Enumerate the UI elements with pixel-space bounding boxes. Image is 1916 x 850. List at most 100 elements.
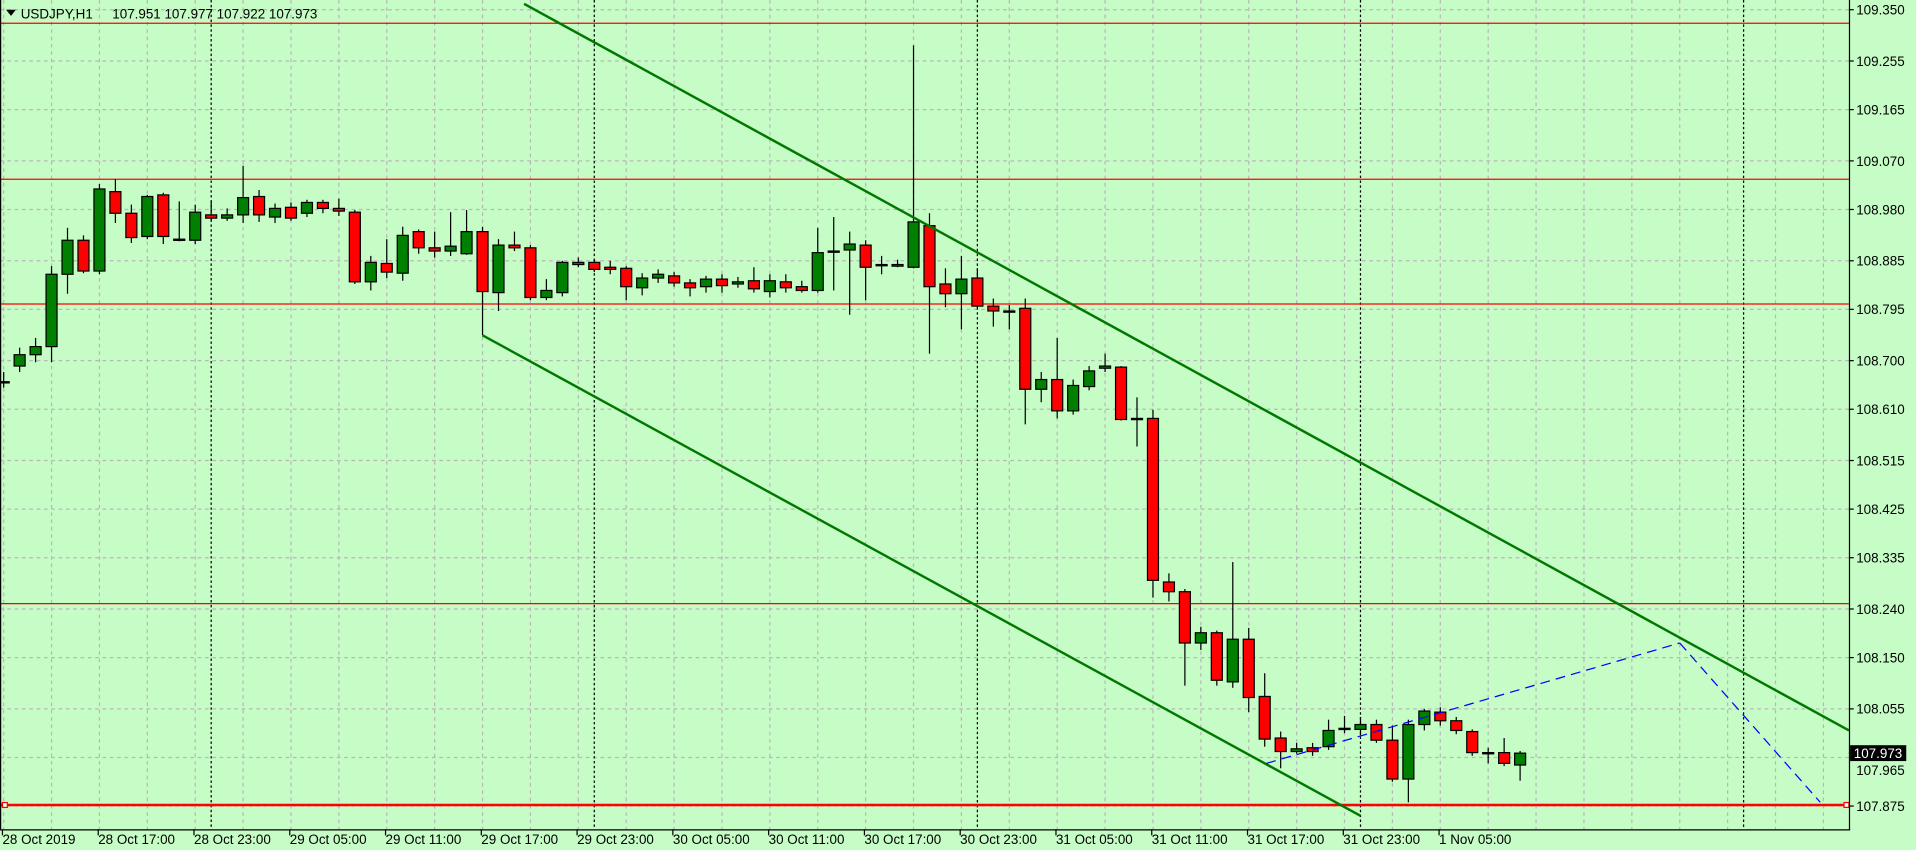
bull-candle-body: [763, 280, 776, 293]
bear-candle-body: [428, 247, 441, 252]
bear-candle-body: [1370, 723, 1383, 741]
candle: [843, 231, 856, 315]
bear-candle-body: [380, 262, 393, 273]
bear-candle-body: [1274, 737, 1287, 753]
candle: [364, 255, 377, 291]
candle: [1466, 729, 1479, 756]
bear-candle-body: [604, 266, 617, 271]
candle: [508, 231, 521, 252]
candle: [45, 266, 58, 363]
candle: [93, 184, 106, 275]
candle: [1402, 719, 1415, 803]
candle: [588, 259, 601, 273]
candle: [1258, 673, 1271, 747]
price-tick-label: 108.700: [1856, 354, 1904, 369]
bear-candle-body: [1242, 638, 1255, 699]
candle: [1051, 337, 1064, 419]
bull-candle-body: [1338, 727, 1351, 731]
candle: [620, 266, 633, 301]
bear-candle-body: [667, 275, 681, 284]
bull-candle-body: [1067, 384, 1080, 412]
price-axis[interactable]: 109.350 109.255 109.165 109.070 108.980 108.8…: [1848, 3, 1905, 814]
bear-candle-body: [795, 286, 808, 292]
candle: [827, 217, 840, 291]
candle: [1098, 353, 1112, 372]
candle: [699, 275, 713, 293]
bull-candle-body: [540, 289, 553, 299]
day-separators: [210, 0, 1745, 830]
bull-candle-body: [444, 245, 457, 252]
candle: [747, 267, 761, 293]
bull-candle-body: [875, 263, 888, 267]
candle: [795, 280, 808, 293]
bear-candle-body: [1178, 591, 1191, 644]
candle: [875, 255, 888, 275]
trendlines[interactable]: [481, 2, 1850, 817]
time-tick-label: 31 Oct 05:00: [1056, 832, 1133, 847]
bear-candle-body: [1162, 581, 1176, 593]
bull-candle-body: [268, 207, 282, 218]
time-tick-label: 28 Oct 17:00: [98, 832, 175, 847]
bear-candle-body: [588, 261, 601, 271]
dashed-trendline[interactable]: [1679, 642, 1821, 803]
bear-candle-body: [1114, 366, 1128, 421]
candle: [189, 204, 202, 245]
time-tick-label: 29 Oct 17:00: [481, 832, 558, 847]
bear-candle-body: [859, 244, 872, 268]
candle: [859, 240, 872, 301]
candle: [1178, 589, 1191, 686]
triangle-down-icon[interactable]: [6, 9, 16, 16]
bear-candle-body: [620, 267, 633, 288]
candle: [444, 212, 457, 256]
bear-candle-body: [524, 247, 537, 299]
bull-candle-body: [45, 273, 58, 348]
candle: [125, 204, 138, 243]
bull-candle-body: [396, 234, 409, 274]
candle: [779, 274, 792, 293]
candle: [236, 165, 250, 223]
bear-candle-body: [508, 244, 521, 249]
bull-candle-body: [364, 261, 377, 283]
price-tick-label: 108.795: [1856, 302, 1904, 317]
candle: [476, 226, 489, 336]
candle: [1146, 409, 1160, 598]
level-handle-left[interactable]: [1, 801, 8, 809]
bull-candle-body: [141, 195, 154, 238]
candle: [173, 201, 186, 242]
bear-candle-body: [252, 195, 266, 216]
time-tick-label: 29 Oct 11:00: [386, 832, 462, 847]
candle: [971, 268, 984, 309]
candle: [1354, 716, 1367, 736]
bear-candle-body: [715, 278, 729, 287]
candle: [77, 235, 90, 274]
candle: [492, 239, 505, 311]
candle: [412, 229, 425, 254]
candle: [1019, 298, 1032, 425]
price-tick-label: 108.425: [1856, 502, 1904, 517]
horizontal-levels[interactable]: [0, 22, 1850, 809]
bull-candle-body: [731, 281, 745, 285]
channel-upper-trendline[interactable]: [523, 2, 1850, 732]
candle: [29, 337, 42, 363]
current-price-box: 107.973: [1850, 745, 1907, 762]
price-tick-label: 108.055: [1856, 702, 1904, 717]
bear-candle-body: [157, 194, 170, 238]
bull-candle-body: [1083, 370, 1096, 388]
time-tick-label: 28 Oct 2019: [2, 832, 75, 847]
candle: [61, 227, 74, 294]
candle: [316, 199, 330, 214]
time-axis[interactable]: 28 Oct 2019 28 Oct 17:00 28 Oct 23:00 29 Oc…: [1, 829, 1511, 847]
bear-candle-body: [348, 211, 361, 283]
dashed-trendline[interactable]: [1266, 642, 1680, 764]
candle: [141, 194, 154, 240]
bull-candle-body: [572, 261, 585, 266]
bull-candle-body: [636, 277, 649, 289]
level-handle-right[interactable]: [1843, 801, 1850, 809]
channel-lower-trendline[interactable]: [481, 334, 1362, 817]
candle: [955, 255, 968, 330]
bull-candle-body: [1290, 748, 1303, 753]
price-tick-label: 108.150: [1856, 650, 1904, 665]
bull-candle-body: [556, 261, 569, 294]
